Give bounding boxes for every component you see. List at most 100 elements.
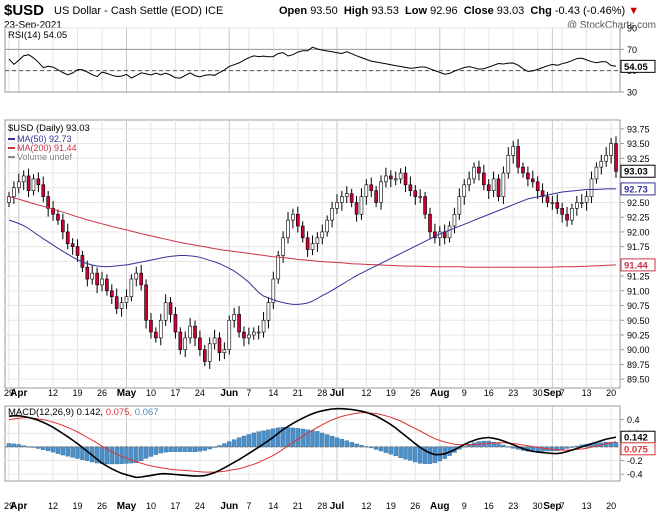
macd-hist-bar [236,437,242,448]
candle-body [433,231,437,239]
x-tick-label: Apr [10,501,27,512]
candle-body [36,178,41,186]
macd-title-hist: 0.067 [135,407,159,418]
rsi-frame [4,27,621,93]
macd-current-label: 0.142 [624,433,648,444]
candle-body [570,208,574,221]
candle-body [207,343,212,362]
candle-body [114,296,119,309]
macd-hist-bar [143,446,149,459]
candle-body [530,178,535,183]
x-tick-label: 26 [97,501,107,511]
legend-entry: MA(50) 92.73 [17,134,72,144]
candle-body [90,272,95,280]
macd-hist-bar [334,437,340,448]
candle-body [7,196,11,203]
x-tick-label: 16 [484,388,494,398]
candle-body [589,178,594,197]
x-tick-label: 14 [268,501,278,511]
candle-body [261,319,266,333]
macd-hist-bar [197,446,203,452]
close-label: Close [463,5,494,17]
price-title: $USD (Daily) 93.03 [8,123,90,134]
candle-body [354,202,359,215]
x-tick-label: 10 [146,501,156,511]
x-tick-label: 20 [606,501,616,511]
x-tick-label: 19 [73,501,83,511]
candle-body [183,337,188,351]
candle-body [310,243,315,250]
candle-body [550,202,555,204]
x-tick-label: Jul [330,501,345,512]
macd-hist-bar [413,446,418,463]
candle-body [491,178,496,191]
x-tick-label: 26 [97,388,107,398]
macd-hist-bar [109,446,114,465]
candle-body [31,178,36,191]
candle-body [65,231,70,244]
candle-body [408,184,413,191]
candle-body [560,208,564,215]
macd-hist-bar [349,442,354,448]
price-y-tick-label: 90.75 [627,301,650,311]
x-tick-label: Jun [220,388,238,399]
exchange-label: ICE [205,5,224,17]
x-tick-label: 24 [195,388,205,398]
candle-body [374,190,378,203]
candle-body [384,175,388,183]
candle-body [516,146,520,168]
candle-body [579,202,584,204]
price-y-tick-label: 91.75 [627,242,650,252]
candle-body [163,302,168,321]
macd-hist-bar [168,446,173,452]
candle-body [134,272,139,280]
candle-body [452,213,457,227]
rsi-current-label-box [620,59,656,73]
candle-body [276,255,281,280]
candle-body [154,331,158,339]
candle-body [506,155,511,174]
copyright-notice: @ StockCharts.com [566,20,656,31]
candle-body [193,325,197,339]
candle-body [56,213,60,221]
x-tick-label: 29 [4,501,14,511]
ohlc-quote: Open 93.50 High 93.53 Low 92.96 Close 93… [279,5,639,17]
x-tick-label: 9 [462,388,467,398]
candle-body [266,302,271,321]
rsi-y-tick-label: 90 [627,24,637,34]
x-tick-label: May [117,501,137,512]
ma50-value-label: 92.73 [624,184,648,195]
price-y-tick-label: 89.75 [627,360,650,370]
candle-body [198,337,202,351]
macd-hist-bar [300,428,305,448]
price-y-tick-label: 90.00 [627,345,650,355]
macd-hist-bar [427,446,433,464]
last-price-label: 93.03 [624,167,648,178]
macd-hist-bar [227,441,232,448]
candle-body [227,319,232,351]
candle-body [535,181,540,191]
candle-body [364,184,369,197]
open-value: 93.50 [310,5,338,17]
macd-y-tick-label: 0.4 [627,415,640,425]
macd-hist-bar [231,439,237,448]
candle-body [173,314,178,333]
chg-label: Chg [530,5,552,17]
x-tick-label: 16 [484,501,494,511]
candle-body [403,172,408,186]
candle-body [149,319,153,333]
candle-body [369,184,374,191]
candle-body [16,181,21,189]
macd-hist-bar [202,446,208,451]
candle-body [85,266,90,280]
macd-hist-bar [295,428,301,448]
macd-hist-bar [173,446,178,452]
candle-body [75,246,80,256]
candle-body [305,237,310,250]
macd-hist-bar [344,440,349,448]
candle-body [237,314,241,333]
macd-hist-bar [158,446,163,454]
macd-hist-bar [310,430,315,448]
macd-hist-bar [153,446,159,455]
